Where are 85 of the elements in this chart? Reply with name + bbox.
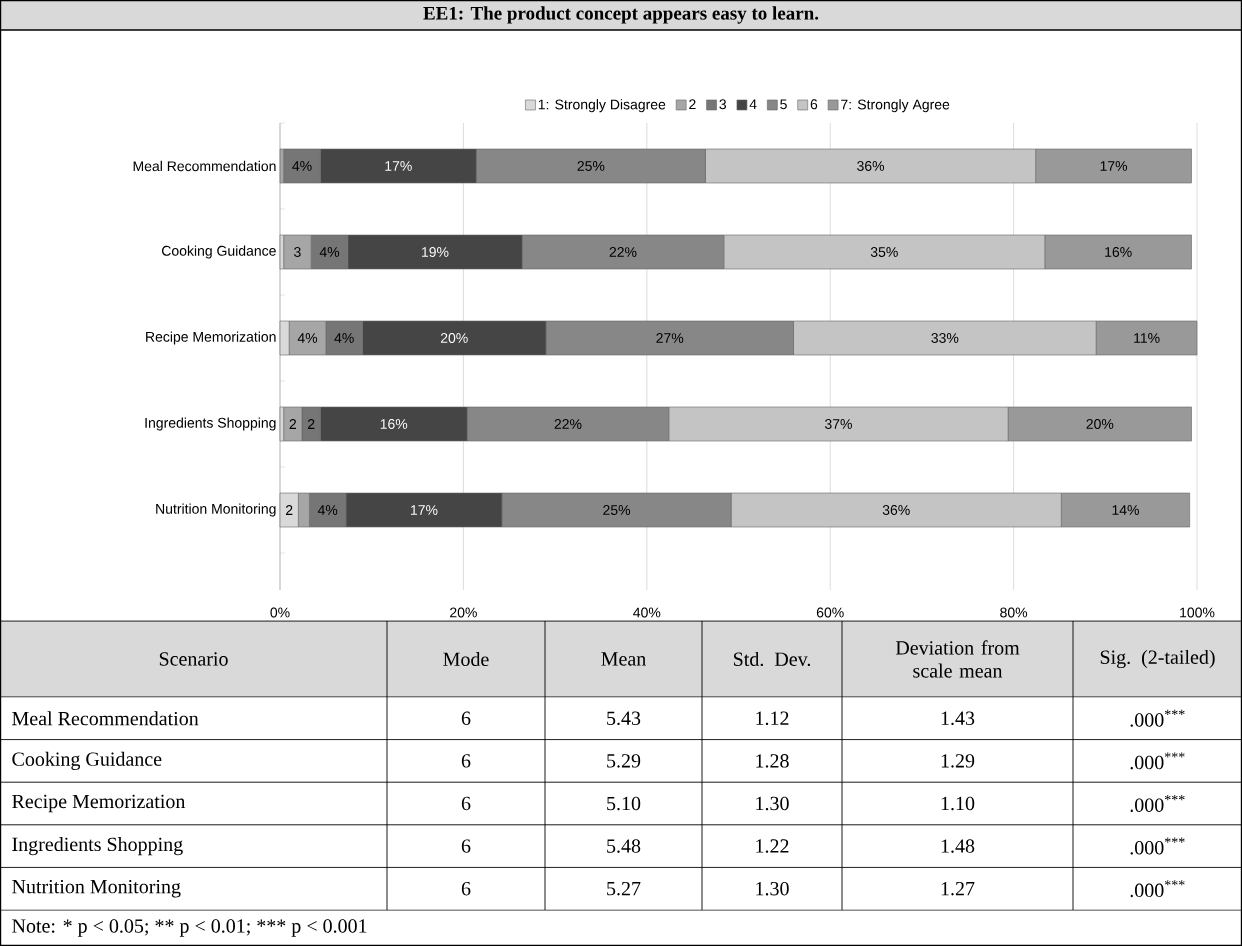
x-tick-label: 0% <box>270 607 290 618</box>
text: Note: * p < 0.05; ** p < 0.01; *** p < 0.001 <box>12 919 367 937</box>
category-label: Scenario <box>159 652 228 666</box>
data-label: 35% <box>870 247 898 257</box>
y-tick-label: Meal Recommendation <box>133 160 276 172</box>
data-label: 16% <box>1105 247 1132 257</box>
y-tick-label: Ingredients Shopping <box>145 417 276 431</box>
text: Meal Recommendation <box>12 711 199 726</box>
text: 5.29 <box>607 754 641 768</box>
data-label: 36% <box>882 505 910 515</box>
text: 6 <box>461 796 471 811</box>
text: Cooking Guidance <box>12 751 162 770</box>
x-tick-label: 40% <box>633 607 661 618</box>
text: 6 <box>461 711 471 726</box>
text: 1.28 <box>756 754 789 768</box>
data-label: 4% <box>292 161 312 171</box>
legend-label: 7: Strongly Agree <box>841 99 950 113</box>
text: 1.22 <box>756 839 789 853</box>
text: Ingredients Shopping <box>12 837 183 856</box>
text: 1.27 <box>941 881 975 896</box>
data-label: 11% <box>1134 333 1160 343</box>
text: 6 <box>461 754 471 768</box>
data-label: 4% <box>297 333 318 343</box>
text: 5.27 <box>607 881 641 896</box>
text: .000$^{***}$ <box>1130 795 1185 812</box>
text: 6 <box>461 881 471 896</box>
data-label: 17% <box>1100 161 1128 171</box>
category-label: Mode <box>443 651 489 667</box>
legend-label: 2 <box>689 99 696 110</box>
text: .000$^{***}$ <box>1130 837 1185 855</box>
legend-label: 6 <box>810 99 818 110</box>
text: 1.29 <box>941 754 975 768</box>
legend-label: 4 <box>749 99 757 110</box>
text: 1.12 <box>756 711 789 726</box>
category-label: Sig. (2-tailed) <box>1100 649 1215 669</box>
data-label: 25% <box>603 505 631 515</box>
text: 1.10 <box>941 796 975 811</box>
x-tick-label: 60% <box>816 607 844 618</box>
text: 5.43 <box>607 711 641 726</box>
data-label: 2 <box>285 505 293 515</box>
legend-label: 5 <box>780 99 787 110</box>
data-label: 16% <box>380 419 408 429</box>
text: 1.48 <box>941 839 975 853</box>
text: 5.10 <box>607 796 641 811</box>
data-label: 25% <box>577 161 605 171</box>
text: .000$^{***}$ <box>1130 752 1185 770</box>
x-tick-label: 80% <box>1000 607 1028 618</box>
y-tick-label: Nutrition Monitoring <box>156 503 276 517</box>
data-label: 37% <box>824 419 852 429</box>
text: 6 <box>461 839 471 853</box>
data-label: 4% <box>317 505 338 515</box>
data-label: 36% <box>857 161 885 171</box>
text: .000$^{***}$ <box>1130 709 1185 727</box>
text: 1.30 <box>756 796 789 811</box>
category-label: Deviation from scale mean <box>895 640 1020 678</box>
text: 5.48 <box>607 839 641 853</box>
x-tick-label: 100% <box>1180 607 1215 618</box>
data-label: 2 <box>308 419 315 429</box>
data-label: 4% <box>319 247 340 257</box>
data-label: 17% <box>385 161 412 171</box>
data-label: 3 <box>294 247 301 257</box>
text: .000$^{***}$ <box>1130 880 1185 898</box>
text: 1.43 <box>941 711 975 726</box>
text: 1.30 <box>756 881 789 896</box>
data-label: 20% <box>440 333 468 343</box>
data-label: 22% <box>609 247 637 257</box>
legend-label: 3 <box>719 99 727 110</box>
text: Nutrition Monitoring <box>12 879 181 898</box>
data-label: 2 <box>289 419 297 429</box>
x-tick-label: 20% <box>450 607 477 618</box>
y-tick-label: Cooking Guidance <box>161 245 276 259</box>
legend-label: 1: Strongly Disagree <box>538 99 666 113</box>
data-label: 4% <box>334 333 354 343</box>
chart-title: EE1: The product concept appears easy to learn. <box>423 6 819 24</box>
data-label: 14% <box>1112 505 1139 515</box>
data-label: 19% <box>422 247 449 257</box>
data-label: 20% <box>1086 419 1114 429</box>
y-tick-label: Recipe Memorization <box>146 331 276 345</box>
data-label: 17% <box>411 505 438 515</box>
category-label: Std. Dev. <box>733 651 811 667</box>
data-label: 22% <box>554 419 582 429</box>
data-label: 27% <box>656 333 684 343</box>
text: Recipe Memorization <box>12 794 186 813</box>
data-label: 33% <box>931 333 959 343</box>
category-label: Mean <box>601 652 646 666</box>
